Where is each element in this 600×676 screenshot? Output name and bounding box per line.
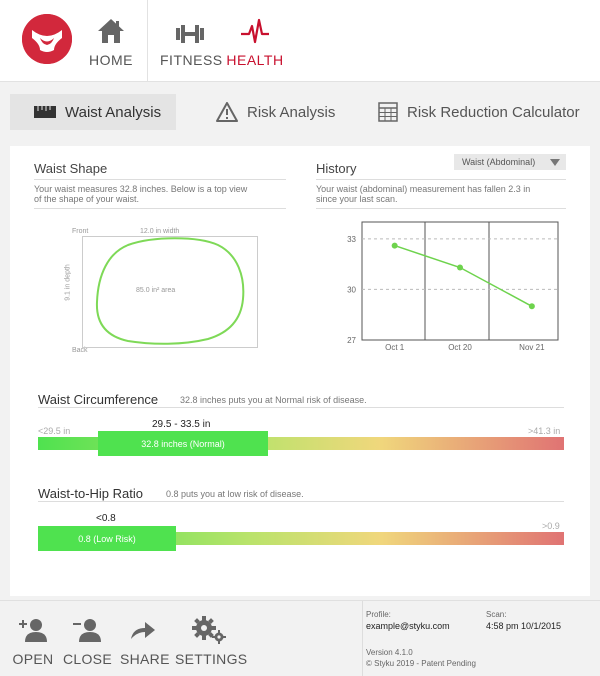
calculator-icon xyxy=(378,102,398,122)
data-point xyxy=(528,303,535,310)
divider xyxy=(34,179,286,180)
x-tick-label: Nov 21 xyxy=(519,343,545,352)
whr-high-label: >0.9 xyxy=(542,521,560,531)
width-label: 12.0 in width xyxy=(138,228,182,235)
front-label: Front xyxy=(72,228,89,235)
tape-measure-icon xyxy=(34,106,56,118)
profile-label: Profile: xyxy=(366,610,391,619)
close-button[interactable]: CLOSE xyxy=(63,615,112,667)
divider xyxy=(38,407,564,408)
tab-waist-analysis-label: Waist Analysis xyxy=(65,103,162,121)
tab-risk-reduction-calculator[interactable]: Risk Reduction Calculator xyxy=(378,94,580,130)
divider xyxy=(38,501,564,502)
plot-frame xyxy=(361,221,559,341)
nav-health-label: HEALTH xyxy=(226,52,284,68)
open-label: OPEN xyxy=(12,651,54,667)
waist-shape-desc-line2: of the shape of your waist. xyxy=(34,194,140,204)
back-label: Back xyxy=(72,347,88,354)
scan-value: 4:58 pm 10/1/2015 xyxy=(486,621,562,631)
whr-title: Waist-to-Hip Ratio xyxy=(38,486,143,501)
waist-low-label: <29.5 in xyxy=(38,426,71,436)
dumbbell-icon xyxy=(160,14,220,44)
waist-high-label: >41.3 in xyxy=(528,426,561,436)
history-measure-select[interactable]: Waist (Abdominal) xyxy=(454,154,566,170)
y-tick-label: 27 xyxy=(347,336,356,345)
whr-desc: 0.8 puts you at low risk of disease. xyxy=(166,489,304,499)
area-label: 85.0 in² area xyxy=(136,287,176,294)
data-point xyxy=(457,264,463,271)
settings-button[interactable]: SETTINGS xyxy=(175,615,247,667)
footer-toolbar: OPEN CLOSE SHARE xyxy=(0,600,600,676)
history-desc-line2: since your last scan. xyxy=(316,194,398,204)
history-title: History xyxy=(316,161,357,176)
waist-circumference-title: Waist Circumference xyxy=(38,392,159,407)
gear-icon xyxy=(175,615,243,645)
nav-fitness[interactable]: FITNESS xyxy=(160,14,223,68)
heartbeat-icon xyxy=(226,14,284,44)
profile-value: example@styku.com xyxy=(366,621,450,631)
top-nav: HOME FITNESS HEALTH xyxy=(0,0,600,82)
tab-risk-reduction-calculator-label: Risk Reduction Calculator xyxy=(407,103,580,121)
share-button[interactable]: SHARE xyxy=(120,615,169,667)
nav-health[interactable]: HEALTH xyxy=(226,14,284,68)
open-button[interactable]: OPEN xyxy=(12,615,54,667)
nav-home-label: HOME xyxy=(89,52,133,68)
nav-fitness-label: FITNESS xyxy=(160,52,223,68)
waist-shape-box xyxy=(82,236,258,348)
waist-shape-title: Waist Shape xyxy=(34,161,108,176)
tab-risk-analysis-label: Risk Analysis xyxy=(247,103,336,121)
share-arrow-icon xyxy=(120,615,166,645)
x-tick-label: Oct 1 xyxy=(385,343,405,352)
copyright-label: © Styku 2019 - Patent Pending xyxy=(366,659,476,668)
settings-label: SETTINGS xyxy=(175,651,248,667)
waist-outline xyxy=(95,237,245,345)
nav-home[interactable]: HOME xyxy=(86,14,136,68)
divider xyxy=(34,208,286,209)
history-measure-value: Waist (Abdominal) xyxy=(462,157,536,167)
y-tick-label: 30 xyxy=(347,285,356,294)
y-tick-label: 33 xyxy=(347,235,356,244)
tab-risk-analysis[interactable]: Risk Analysis xyxy=(216,94,335,130)
styku-logo[interactable] xyxy=(22,14,72,64)
waist-shape-desc-line1: Your waist measures 32.8 inches. Below i… xyxy=(34,184,248,194)
tab-bar: Waist Analysis Risk Analysis Risk Reduct… xyxy=(0,82,600,140)
warning-icon xyxy=(216,102,238,122)
nav-divider xyxy=(147,0,148,82)
whr-range-label: <0.8 xyxy=(96,513,116,524)
scan-label: Scan: xyxy=(486,610,507,619)
data-point xyxy=(391,242,398,249)
whr-marker-label: 0.8 (Low Risk) xyxy=(78,533,136,544)
add-user-icon xyxy=(12,615,54,645)
waist-marker: 32.8 inches (Normal) xyxy=(98,431,268,456)
history-series-line xyxy=(394,244,533,307)
waist-analysis-panel: Waist Shape Your waist measures 32.8 inc… xyxy=(10,146,590,596)
remove-user-icon xyxy=(63,615,111,645)
whr-marker: 0.8 (Low Risk) xyxy=(38,526,176,551)
tab-waist-analysis[interactable]: Waist Analysis xyxy=(10,94,176,130)
waist-circumference-desc: 32.8 inches puts you at Normal risk of d… xyxy=(180,395,367,405)
waist-range-label: 29.5 - 33.5 in xyxy=(152,419,211,430)
footer-divider xyxy=(362,601,363,676)
version-label: Version 4.1.0 xyxy=(366,648,413,657)
history-desc-line1: Your waist (abdominal) measurement has f… xyxy=(316,184,531,194)
divider xyxy=(316,179,566,180)
history-chart: 33 30 27 Oct 1 Oct 20 Nov 21 xyxy=(347,221,559,352)
share-label: SHARE xyxy=(120,651,170,667)
x-tick-label: Oct 20 xyxy=(448,343,472,352)
chevron-down-icon xyxy=(550,159,560,166)
home-icon xyxy=(86,14,136,44)
waist-marker-label: 32.8 inches (Normal) xyxy=(141,438,225,449)
depth-label: 9.1 in depth xyxy=(64,264,72,301)
divider xyxy=(316,208,566,209)
close-label: CLOSE xyxy=(63,651,112,667)
